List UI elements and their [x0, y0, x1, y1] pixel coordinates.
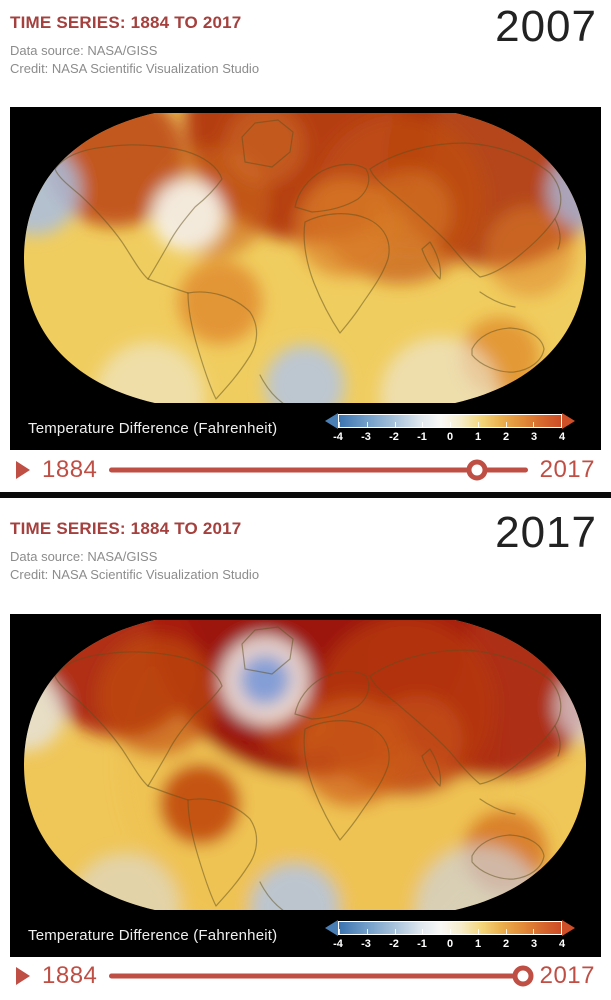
panel-divider: [0, 492, 611, 498]
colorbar-tick: [477, 929, 479, 934]
frame-2017: TIME SERIES: 1884 TO 2017 Data source: N…: [0, 498, 611, 1000]
header: TIME SERIES: 1884 TO 2017 Data source: N…: [0, 0, 611, 78]
colorbar-tick: [450, 422, 451, 427]
colorbar-tick: [339, 422, 340, 427]
page-title: TIME SERIES: 1884 TO 2017: [10, 13, 242, 32]
colorbar: -4 -3 -2 -1 0 1 2 3 4: [325, 413, 575, 444]
colorbar-right-arrow-icon: [562, 920, 575, 936]
colorbar-left-arrow-icon: [325, 413, 338, 429]
colorbar: -4 -3 -2 -1 0 1 2 3 4: [325, 920, 575, 951]
colorbar-tick: [366, 422, 368, 427]
colorbar-right-arrow-icon: [562, 413, 575, 429]
colorbar-tick-label: 4: [558, 431, 566, 443]
timeline-slider: 1884 2017: [0, 958, 611, 994]
slider-end-label: 2017: [539, 456, 595, 483]
colorbar-tick: [422, 929, 424, 934]
play-icon[interactable]: [16, 967, 30, 985]
colorbar-tick-label: -4: [333, 938, 343, 950]
colorbar-tick-label: -4: [333, 431, 343, 443]
world-temperature-map: [24, 113, 586, 403]
slider-track-wrap: [109, 965, 534, 987]
colorbar-gradient: [338, 921, 562, 935]
world-temperature-map: [24, 620, 586, 910]
frame-2007: TIME SERIES: 1884 TO 2017 Data source: N…: [0, 0, 611, 492]
colorbar-tick: [477, 422, 479, 427]
slider-handle[interactable]: [512, 965, 534, 987]
colorbar-tick-label: -3: [361, 431, 371, 443]
colorbar-tick-label: -3: [361, 938, 371, 950]
colorbar-labels: -4 -3 -2 -1 0 1 2 3 4: [333, 938, 566, 951]
legend-label: Temperature Difference (Fahrenheit): [28, 927, 278, 944]
colorbar-left-arrow-icon: [325, 920, 338, 936]
credit: Credit: NASA Scientific Visualization St…: [10, 567, 260, 582]
colorbar-tick: [533, 422, 535, 427]
colorbar-tick-label: 2: [502, 431, 510, 443]
slider-handle[interactable]: [466, 459, 488, 481]
colorbar-tick-label: 3: [530, 938, 538, 950]
colorbar-tick: [394, 929, 396, 934]
play-icon[interactable]: [16, 461, 30, 479]
colorbar-tick: [422, 422, 424, 427]
current-year-display: 2017: [495, 508, 597, 557]
colorbar-gradient: [338, 414, 562, 428]
colorbar-tick-label: -1: [417, 431, 427, 443]
credit: Credit: NASA Scientific Visualization St…: [10, 61, 260, 76]
colorbar-tick: [561, 929, 562, 934]
header: TIME SERIES: 1884 TO 2017 Data source: N…: [0, 498, 611, 584]
colorbar-tick: [505, 929, 507, 934]
colorbar-tick: [450, 929, 451, 934]
slider-start-label: 1884: [42, 456, 98, 483]
colorbar-tick-label: 4: [558, 938, 566, 950]
slider-start-label: 1884: [42, 962, 98, 989]
slider-track[interactable]: [109, 467, 528, 473]
map-panel: Temperature Difference (Fahrenheit) -4 -3…: [10, 614, 601, 957]
colorbar-tick-label: 1: [474, 431, 482, 443]
colorbar-tick-label: 0: [446, 938, 454, 950]
slider-track-wrap: [109, 459, 528, 481]
map-panel: Temperature Difference (Fahrenheit) -4 -3…: [10, 107, 601, 450]
page-title: TIME SERIES: 1884 TO 2017: [10, 519, 242, 538]
colorbar-tick-label: -2: [389, 431, 399, 443]
data-source: Data source: NASA/GISS: [10, 549, 158, 564]
slider-track[interactable]: [109, 973, 528, 979]
colorbar-tick-label: 0: [446, 431, 454, 443]
colorbar-tick: [394, 422, 396, 427]
colorbar-tick-label: 3: [530, 431, 538, 443]
colorbar-tick: [339, 929, 340, 934]
colorbar-tick-label: -2: [389, 938, 399, 950]
colorbar-tick: [505, 422, 507, 427]
colorbar-tick: [366, 929, 368, 934]
timeline-slider: 1884 2017: [0, 452, 611, 488]
continent-outlines: [54, 626, 562, 910]
colorbar-tick-label: 2: [502, 938, 510, 950]
slider-end-label: 2017: [539, 962, 595, 989]
colorbar-tick-label: 1: [474, 938, 482, 950]
colorbar-tick: [533, 929, 535, 934]
continent-outlines: [54, 119, 562, 403]
current-year-display: 2007: [495, 2, 597, 51]
colorbar-labels: -4 -3 -2 -1 0 1 2 3 4: [333, 431, 566, 444]
colorbar-tick-label: -1: [417, 938, 427, 950]
legend-label: Temperature Difference (Fahrenheit): [28, 420, 278, 437]
data-source: Data source: NASA/GISS: [10, 43, 158, 58]
colorbar-tick: [561, 422, 562, 427]
